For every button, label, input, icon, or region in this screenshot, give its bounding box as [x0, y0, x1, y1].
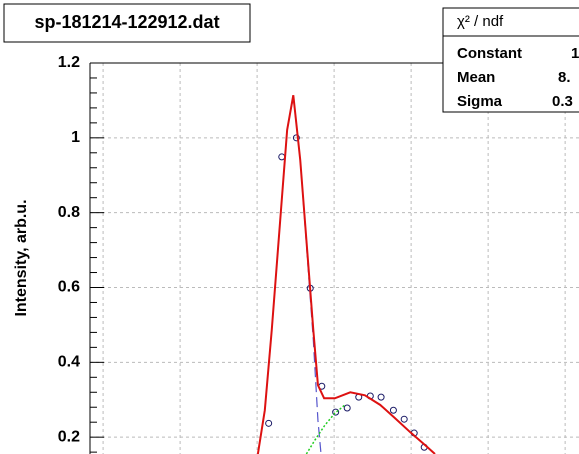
fit-curve [256, 95, 436, 454]
y-tick-label: 0.4 [58, 354, 80, 371]
stats-value: 0.3 [552, 93, 573, 110]
title-box [3, 3, 251, 43]
y-tick-label: 0.6 [58, 279, 80, 296]
data-point [332, 408, 340, 416]
fit-curve [257, 96, 322, 454]
data-point [265, 419, 273, 427]
stats-label: Mean [457, 69, 495, 86]
y-axis-label: Intensity, arb.u. [13, 199, 30, 316]
data-point [400, 415, 408, 423]
y-tick-label: 0.2 [58, 428, 80, 445]
y-tick-label: 0.8 [58, 204, 80, 221]
data-point [278, 153, 286, 161]
stats-header: χ² / ndf [457, 13, 504, 30]
data-point [343, 404, 351, 412]
stats-value: 1 [571, 45, 579, 62]
data-point [389, 406, 397, 414]
chart-title: sp-181214-122912.dat [34, 12, 219, 32]
data-point [292, 134, 300, 142]
stats-value: 8. [558, 69, 571, 86]
stats-box [442, 7, 579, 113]
stats-label: Constant [457, 45, 522, 62]
y-tick-label: 1.2 [58, 54, 80, 71]
y-tick-label: 1 [71, 129, 80, 146]
data-point [377, 393, 385, 401]
stats-label: Sigma [457, 93, 503, 110]
